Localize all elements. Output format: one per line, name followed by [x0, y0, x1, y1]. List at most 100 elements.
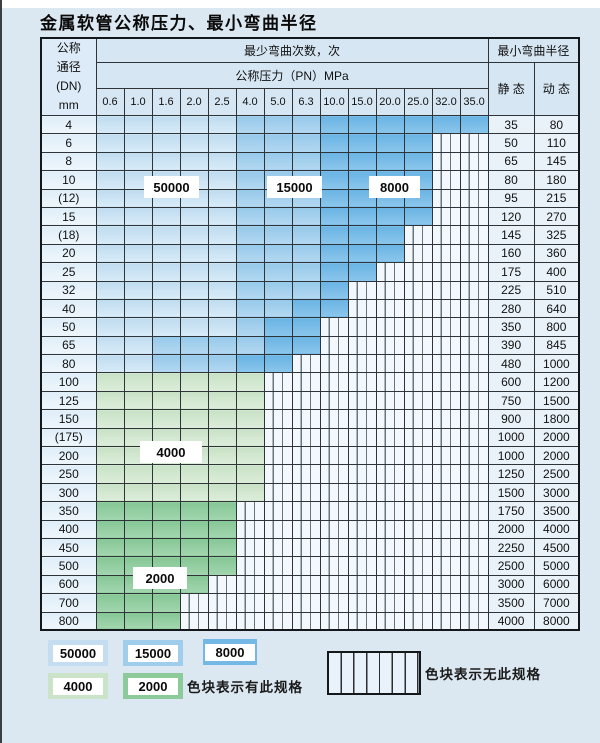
spec-cell-15000: [207, 354, 237, 374]
no-spec-cell: [291, 611, 321, 631]
no-spec-cell: [431, 446, 461, 466]
spec-cell-50000: [95, 151, 125, 172]
overlay-label-4000: 4000: [140, 441, 202, 463]
no-spec-cell: [235, 537, 265, 558]
spec-cell-8000: [431, 114, 461, 135]
no-spec-cell: [431, 574, 461, 595]
no-spec-cell: [431, 298, 461, 319]
spec-cell-4000: [95, 409, 125, 429]
no-spec-cell: [375, 298, 405, 319]
no-spec-cell: [263, 519, 293, 539]
dn-label: 20: [40, 243, 97, 264]
no-spec-cell: [403, 243, 433, 264]
spec-table: 公称 通径 (DN) mm 最少弯曲次数，次 最小弯曲半径 公称压力（PN）MP…: [40, 37, 581, 632]
no-spec-cell: [431, 262, 461, 282]
dynamic-radius-value: 110: [533, 133, 580, 153]
legend-no-spec-text: 色块表示无此规格: [425, 667, 541, 682]
no-spec-cell: [375, 501, 405, 521]
dn-label: 65: [40, 335, 97, 356]
dynamic-radius-value: 270: [533, 206, 580, 227]
dynamic-radius-value: 360: [533, 243, 580, 264]
no-spec-cell: [347, 354, 377, 374]
spec-cell-2000: [151, 537, 181, 558]
no-spec-cell: [347, 427, 377, 448]
spec-cell-4000: [123, 464, 153, 484]
static-radius-value: 480: [487, 354, 535, 374]
pressure-col-25.0: 25.0: [403, 88, 433, 116]
no-spec-cell: [375, 611, 405, 631]
spec-cell-15000: [151, 335, 181, 356]
spec-cell-50000: [207, 151, 237, 172]
legend-swatch-15000: 15000: [123, 640, 183, 666]
no-spec-cell: [459, 354, 489, 374]
overlay-label-8000: 8000: [369, 176, 420, 198]
spec-cell-2000: [151, 593, 181, 613]
no-spec-cell: [291, 519, 321, 539]
pressure-col-5.0: 5.0: [263, 88, 293, 116]
no-spec-cell: [319, 335, 349, 356]
spec-cell-2000: [207, 537, 237, 558]
spec-cell-15000: [235, 151, 265, 172]
spec-cell-4000: [235, 372, 265, 392]
spec-cell-4000: [95, 464, 125, 484]
table-row-dn-450: 450 2250 4500: [40, 537, 580, 558]
no-spec-cell: [235, 574, 265, 595]
dn-label: 40: [40, 298, 97, 319]
no-spec-cell: [403, 593, 433, 613]
dn-label: 700: [40, 593, 97, 613]
spec-cell-4000: [123, 390, 153, 411]
no-spec-cell: [291, 354, 321, 374]
table-row-dn-40: 40 280 640: [40, 298, 580, 319]
no-spec-cell: [431, 390, 461, 411]
dynamic-radius-value: 800: [533, 317, 580, 337]
dn-label: 6: [40, 133, 97, 153]
no-spec-cell: [459, 225, 489, 245]
no-spec-cell: [235, 556, 265, 576]
table-row-dn-125: 125 750 1500: [40, 390, 580, 411]
no-spec-cell: [403, 280, 433, 300]
dn-label: 32: [40, 280, 97, 300]
table-row-dn-6: 6 50 110: [40, 133, 580, 153]
no-spec-cell: [263, 574, 293, 595]
spec-cell-8000: [291, 298, 321, 319]
spec-cell-4000: [95, 482, 125, 503]
no-spec-cell: [431, 335, 461, 356]
no-spec-cell: [207, 593, 237, 613]
pressure-col-4.0: 4.0: [235, 88, 265, 116]
no-spec-cell: [403, 390, 433, 411]
spec-cell-8000: [375, 243, 405, 264]
spec-cell-4000: [179, 390, 209, 411]
spec-cell-50000: [151, 243, 181, 264]
no-spec-cell: [431, 409, 461, 429]
no-spec-cell: [403, 262, 433, 282]
spec-cell-15000: [207, 335, 237, 356]
spec-cell-50000: [179, 133, 209, 153]
no-spec-cell: [207, 611, 237, 631]
dn-label: 200: [40, 446, 97, 466]
dynamic-radius-value: 2000: [533, 446, 580, 466]
spec-cell-50000: [123, 243, 153, 264]
dynamic-radius-value: 180: [533, 170, 580, 190]
no-spec-cell: [263, 446, 293, 466]
spec-cell-8000: [403, 151, 433, 172]
no-spec-cell: [403, 482, 433, 503]
spec-cell-8000: [375, 151, 405, 172]
header-min-bend-radius: 最小弯曲半径: [487, 37, 580, 63]
no-spec-cell: [459, 206, 489, 227]
spec-cell-50000: [151, 280, 181, 300]
no-spec-cell: [179, 611, 209, 631]
overlay-label-50000: 50000: [144, 176, 199, 198]
spec-cell-15000: [235, 170, 265, 190]
no-spec-cell: [347, 537, 377, 558]
no-spec-cell: [179, 593, 209, 613]
spec-cell-8000: [375, 206, 405, 227]
no-spec-cell: [291, 464, 321, 484]
dn-label: 250: [40, 464, 97, 484]
spec-cell-8000: [319, 133, 349, 153]
no-spec-cell: [459, 537, 489, 558]
spec-cell-8000: [347, 114, 377, 135]
no-spec-cell: [459, 188, 489, 208]
no-spec-cell: [263, 537, 293, 558]
spec-cell-4000: [207, 372, 237, 392]
spec-cell-50000: [123, 298, 153, 319]
